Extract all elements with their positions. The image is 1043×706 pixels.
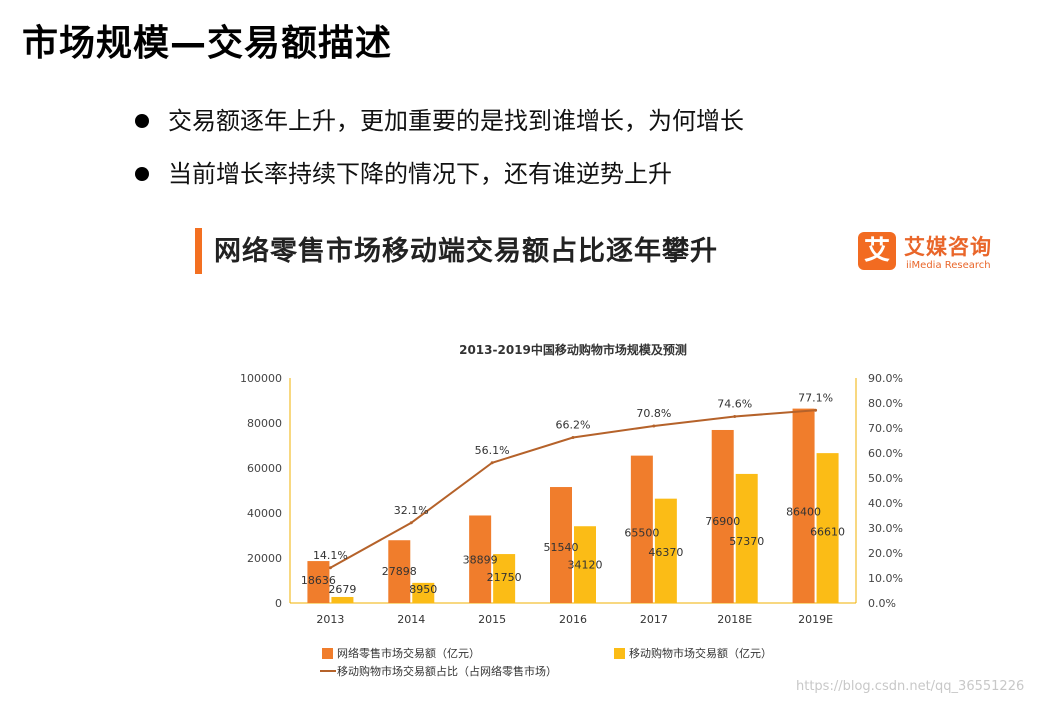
- x-tick-label: 2013: [316, 613, 344, 626]
- x-tick-label: 2016: [559, 613, 587, 626]
- legend-line-label: 移动购物市场交易额占比（占网络零售市场）: [337, 664, 557, 678]
- market-chart: 2013-2019中国移动购物市场规模及预测 0 20000 40000 60000 80…: [240, 342, 903, 678]
- logo-name: 艾媒咨询: [904, 235, 992, 259]
- bar-total: [469, 515, 492, 603]
- bar-total-value-label: 65500: [624, 527, 659, 540]
- bullet-item: 当前增长率持续下降的情况下，还有谁逆势上升: [132, 159, 744, 189]
- share-line-label: 56.1%: [475, 444, 510, 457]
- bar-total: [388, 540, 411, 603]
- bar-mobile: [412, 582, 435, 603]
- x-tick-label: 2019E: [798, 613, 833, 626]
- bar-total: [711, 429, 734, 603]
- iimedia-logo-icon: 艾: [858, 232, 896, 270]
- y-tick-label: 60000: [247, 462, 282, 475]
- subtitle-accent-bar: [195, 228, 202, 274]
- bar-total: [550, 487, 572, 603]
- share-line-label: 77.1%: [798, 391, 833, 404]
- chart-title: 2013-2019中国移动购物市场规模及预测: [459, 342, 687, 357]
- bar-mobile: [574, 526, 596, 603]
- share-line-label: 14.1%: [313, 549, 348, 562]
- y2-tick-label: 60.0%: [868, 447, 903, 460]
- share-line-point: [652, 424, 656, 428]
- bar-mobile-value-label: 21750: [487, 571, 522, 584]
- legend-mobile-swatch: [614, 648, 625, 659]
- bar-mobile: [816, 453, 839, 603]
- bar-mobile: [331, 596, 354, 603]
- bar-total-value-label: 27898: [382, 565, 417, 578]
- bar-mobile-value-label: 8950: [409, 583, 437, 596]
- y-tick-label: 20000: [247, 552, 282, 565]
- y-tick-label: 80000: [247, 417, 282, 430]
- bar-total-value-label: 38899: [463, 554, 498, 567]
- bar-total-value-label: 76900: [705, 515, 740, 528]
- x-tick-label: 2017: [640, 613, 668, 626]
- legend-total-label: 网络零售市场交易额（亿元）: [337, 646, 480, 660]
- x-tick-label: 2014: [397, 613, 425, 626]
- share-line-point: [571, 436, 575, 439]
- y2-tick-label: 0.0%: [868, 597, 896, 610]
- share-line-point: [490, 461, 494, 465]
- bar-mobile-value-label: 34120: [568, 558, 603, 571]
- legend-mobile-label: 移动购物市场交易额（亿元）: [629, 646, 772, 660]
- y2-tick-label: 80.0%: [868, 397, 903, 410]
- share-line-label: 74.6%: [717, 398, 752, 411]
- share-line-point: [328, 566, 332, 570]
- bullet-dot-icon: [135, 167, 149, 181]
- slide-title: 市场规模—交易额描述: [22, 23, 393, 64]
- chart-section-title: 网络零售市场移动端交易额占比逐年攀升: [214, 236, 718, 267]
- y2-tick-label: 90.0%: [868, 372, 903, 385]
- share-line-point: [733, 415, 737, 418]
- bar-total: [792, 408, 815, 603]
- share-line-label: 70.8%: [636, 407, 671, 420]
- share-line-label: 66.2%: [556, 419, 591, 432]
- y2-tick-label: 40.0%: [868, 497, 903, 510]
- bullet-dot-icon: [135, 114, 149, 128]
- bullet-item: 交易额逐年上升，更加重要的是找到谁增长，为何增长: [132, 106, 744, 136]
- bar-total-value-label: 86400: [786, 506, 821, 519]
- legend-total-swatch: [322, 648, 333, 659]
- bar-mobile-value-label: 57370: [729, 535, 764, 548]
- footer-watermark: https://blog.csdn.net/qq_36551226: [796, 679, 1025, 694]
- share-line-label: 32.1%: [394, 504, 429, 517]
- bar-mobile: [735, 473, 758, 603]
- bar-mobile-value-label: 66610: [810, 526, 845, 539]
- share-line-point: [409, 521, 413, 525]
- y2-tick-label: 50.0%: [868, 472, 903, 485]
- bar-total: [630, 455, 653, 603]
- share-line-point: [814, 408, 818, 412]
- x-tick-label: 2018E: [717, 613, 752, 626]
- y2-tick-label: 70.0%: [868, 422, 903, 435]
- bullet-text: 交易额逐年上升，更加重要的是找到谁增长，为何增长: [168, 107, 744, 135]
- bar-total-value-label: 18636: [301, 574, 336, 587]
- bar-mobile-value-label: 46370: [648, 546, 683, 559]
- x-tick-label: 2015: [478, 613, 506, 626]
- bar-mobile: [654, 498, 677, 603]
- bullet-list: 交易额逐年上升，更加重要的是找到谁增长，为何增长 当前增长率持续下降的情况下，还…: [132, 106, 744, 212]
- logo-english-name: iiMedia Research: [906, 260, 991, 271]
- bar-total-value-label: 51540: [544, 541, 579, 554]
- bar-mobile: [493, 554, 516, 603]
- y-tick-label: 100000: [240, 372, 282, 385]
- bullet-text: 当前增长率持续下降的情况下，还有谁逆势上升: [168, 160, 672, 188]
- y-tick-label: 0: [275, 597, 282, 610]
- y2-tick-label: 10.0%: [868, 572, 903, 585]
- bar-mobile-value-label: 2679: [328, 583, 356, 596]
- y2-tick-label: 20.0%: [868, 547, 903, 560]
- y-tick-label: 40000: [247, 507, 282, 520]
- y2-tick-label: 30.0%: [868, 522, 903, 535]
- bar-total: [307, 561, 330, 603]
